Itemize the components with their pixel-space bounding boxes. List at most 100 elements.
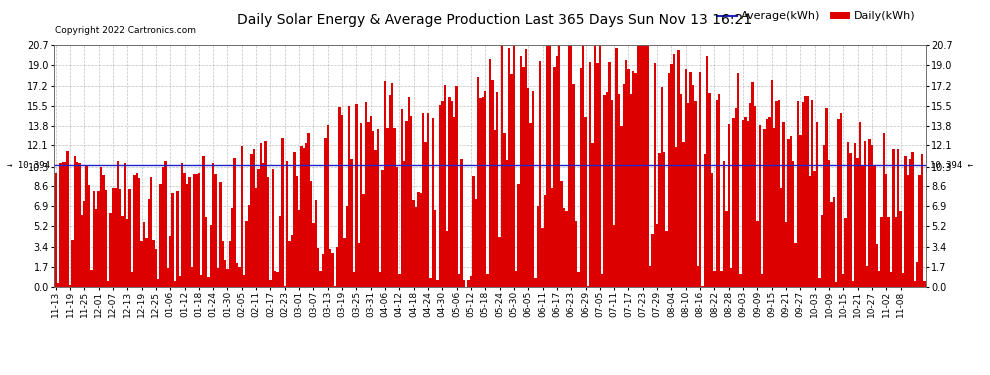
Bar <box>143 222 146 287</box>
Bar <box>410 116 413 287</box>
Bar <box>773 129 775 287</box>
Bar <box>570 45 572 287</box>
Bar <box>300 146 303 287</box>
Bar <box>437 280 439 287</box>
Bar <box>851 281 854 287</box>
Bar <box>525 50 527 287</box>
Bar <box>682 142 684 287</box>
Bar <box>763 129 765 287</box>
Bar <box>403 161 405 287</box>
Bar <box>453 117 455 287</box>
Bar <box>575 220 577 287</box>
Bar <box>161 167 164 287</box>
Bar <box>584 117 587 287</box>
Bar <box>205 217 207 287</box>
Bar <box>369 116 372 287</box>
Bar <box>916 262 919 287</box>
Bar <box>298 210 300 287</box>
Bar <box>486 274 489 287</box>
Bar <box>582 45 584 287</box>
Bar <box>866 266 868 287</box>
Bar <box>215 174 217 287</box>
Bar <box>131 272 134 287</box>
Bar <box>355 104 357 287</box>
Bar <box>157 279 159 287</box>
Bar <box>59 163 61 287</box>
Bar <box>768 117 770 287</box>
Bar <box>413 200 415 287</box>
Bar <box>248 205 250 287</box>
Bar <box>532 90 535 287</box>
Bar <box>730 268 733 287</box>
Bar <box>544 195 546 287</box>
Bar <box>746 121 749 287</box>
Bar <box>482 97 484 287</box>
Bar <box>530 123 532 287</box>
Bar <box>831 202 833 287</box>
Bar <box>422 113 425 287</box>
Bar <box>572 84 575 287</box>
Bar <box>379 272 381 287</box>
Bar <box>320 271 322 287</box>
Bar <box>842 274 844 287</box>
Bar <box>462 280 465 287</box>
Bar <box>873 165 875 287</box>
Bar <box>200 275 202 287</box>
Bar <box>513 45 515 287</box>
Bar <box>799 135 802 287</box>
Bar <box>408 97 410 287</box>
Bar <box>692 85 694 287</box>
Bar <box>804 96 806 287</box>
Bar <box>195 174 198 287</box>
Bar <box>878 271 880 287</box>
Bar <box>141 241 143 287</box>
Bar <box>457 274 460 287</box>
Bar <box>646 45 648 287</box>
Text: Daily Solar Energy & Average Production Last 365 Days Sun Nov 13 16:21: Daily Solar Energy & Average Production … <box>238 13 752 27</box>
Bar <box>797 100 799 287</box>
Bar <box>785 222 787 287</box>
Bar <box>360 123 362 287</box>
Bar <box>601 274 604 287</box>
Bar <box>721 271 723 287</box>
Bar <box>430 278 432 287</box>
Bar <box>68 285 71 287</box>
Bar <box>64 162 66 287</box>
Bar <box>227 268 229 287</box>
Bar <box>224 260 227 287</box>
Bar <box>567 45 570 287</box>
Bar <box>904 156 907 287</box>
Bar <box>651 234 653 287</box>
Bar <box>902 273 904 287</box>
Bar <box>907 175 909 287</box>
Bar <box>255 189 257 287</box>
Bar <box>305 143 308 287</box>
Bar <box>362 194 364 287</box>
Bar <box>269 280 271 287</box>
Bar <box>210 225 212 287</box>
Bar <box>432 118 434 287</box>
Bar <box>591 143 594 287</box>
Bar <box>613 225 616 287</box>
Bar <box>352 272 355 287</box>
Bar <box>709 93 711 287</box>
Bar <box>816 122 819 287</box>
Bar <box>166 268 169 287</box>
Bar <box>100 166 102 287</box>
Bar <box>472 176 474 287</box>
Bar <box>444 85 446 287</box>
Bar <box>341 115 344 287</box>
Bar <box>849 153 851 287</box>
Bar <box>286 161 288 287</box>
Bar <box>846 142 849 287</box>
Bar <box>109 213 112 287</box>
Bar <box>854 143 856 287</box>
Bar <box>826 108 828 287</box>
Bar <box>474 199 477 287</box>
Bar <box>61 162 64 287</box>
Bar <box>701 286 704 287</box>
Bar <box>217 268 219 287</box>
Bar <box>312 223 315 287</box>
Bar <box>264 141 267 287</box>
Bar <box>252 149 255 287</box>
